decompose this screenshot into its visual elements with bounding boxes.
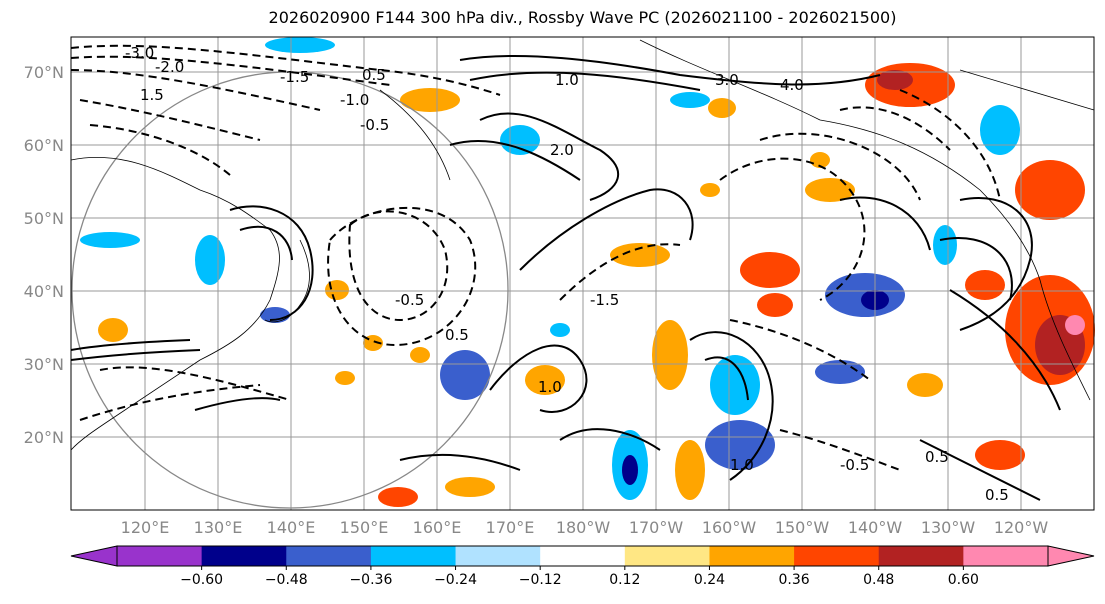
- colorbar-segment: [117, 546, 203, 566]
- contour-label: -0.5: [395, 291, 424, 309]
- lon-label: 160°W: [702, 518, 757, 537]
- colorbar-segment: [455, 546, 541, 566]
- lon-label: 140°E: [267, 518, 316, 537]
- lon-label: 130°W: [921, 518, 976, 537]
- negative-contours: [70, 44, 1001, 471]
- contour-label: -1.5: [280, 68, 309, 86]
- latitude-labels: 70°N 60°N 50°N 40°N 30°N 20°N: [24, 63, 64, 447]
- colorbar-tick-label: −0.12: [519, 572, 562, 588]
- lat-label: 40°N: [24, 282, 64, 301]
- contour-label: 2.0: [550, 141, 574, 159]
- colorbar-segment: [709, 546, 795, 566]
- colorbar-segment: [878, 546, 964, 566]
- contour-label: 1.0: [555, 71, 579, 89]
- contour-label: 1.0: [538, 378, 562, 396]
- colorbar-tick-label: −0.24: [434, 572, 477, 588]
- region-circle: [71, 71, 509, 509]
- lon-label: 150°W: [775, 518, 830, 537]
- lat-label: 60°N: [24, 136, 64, 155]
- colorbar-segments: [116, 545, 1049, 567]
- lat-label: 50°N: [24, 209, 64, 228]
- lon-label: 120°E: [121, 518, 170, 537]
- colorbar-ticks: −0.60 −0.48 −0.36 −0.24 −0.12 0.12 0.24 0.36 0.4…: [180, 566, 979, 588]
- colorbar-segment: [540, 546, 626, 566]
- lon-label: 170°E: [486, 518, 535, 537]
- longitude-labels: 120°E 130°E 140°E 150°E 160°E 170°E 180°…: [121, 518, 1049, 537]
- lat-label: 70°N: [24, 63, 64, 82]
- lon-label: 180°W: [556, 518, 611, 537]
- contour-label: -1.0: [340, 91, 369, 109]
- contour-labels: -3.0 -2.0 -1.5 -1.0 -0.5 0.5 1.0 1.5 2.0…: [125, 44, 1009, 504]
- contour-label: 0.5: [985, 486, 1009, 504]
- lat-label: 30°N: [24, 355, 64, 374]
- contour-label: -1.5: [590, 291, 619, 309]
- contour-label: 0.5: [445, 326, 469, 344]
- colorbar-tick-label: −0.60: [180, 572, 223, 588]
- colorbar-segment: [794, 546, 880, 566]
- positive-contours: [70, 54, 1061, 501]
- map-frame: [70, 36, 1095, 511]
- contour-label: -0.5: [360, 116, 389, 134]
- colorbar-tick-label: 0.48: [863, 572, 894, 588]
- contour-label: 0.5: [925, 448, 949, 466]
- colorbar-segment: [624, 546, 710, 566]
- contour-label: -0.5: [840, 456, 869, 474]
- colorbar-segment: [370, 546, 457, 566]
- lon-label: 140°W: [848, 518, 903, 537]
- contour-label: 1.0: [730, 456, 754, 474]
- colorbar-segment: [963, 546, 1049, 566]
- lon-label: 130°E: [194, 518, 243, 537]
- contour-label: -2.0: [155, 58, 184, 76]
- lon-label: 160°E: [413, 518, 462, 537]
- lat-label: 20°N: [24, 428, 64, 447]
- colorbar-tick-label: −0.36: [349, 572, 392, 588]
- map-title: 2026020900 F144 300 hPa div., Rossby Wav…: [268, 8, 897, 27]
- lon-label: 170°W: [629, 518, 684, 537]
- contour-label: 3.0: [715, 71, 739, 89]
- colorbar-tick-label: 0.12: [609, 572, 640, 588]
- colorbar-segment: [201, 546, 287, 566]
- colorbar: −0.60 −0.48 −0.36 −0.24 −0.12 0.12 0.24 0.36 0.4…: [70, 545, 1095, 588]
- colorbar-left-extension: [70, 545, 118, 567]
- lon-label: 150°E: [340, 518, 389, 537]
- contour-label: 1.5: [140, 86, 164, 104]
- colorbar-tick-label: 0.36: [779, 572, 810, 588]
- colorbar-tick-label: 0.24: [694, 572, 725, 588]
- contour-label: 0.5: [362, 66, 386, 84]
- graticule: [71, 37, 1094, 510]
- colorbar-segment: [286, 546, 372, 566]
- coastlines: [70, 39, 1095, 451]
- colorbar-right-extension: [1047, 545, 1095, 567]
- colorbar-tick-label: 0.60: [948, 572, 979, 588]
- contour-label: 4.0: [780, 76, 804, 94]
- colorbar-tick-label: −0.48: [265, 572, 308, 588]
- lon-label: 120°W: [994, 518, 1049, 537]
- divergence-shading: [80, 37, 1095, 507]
- contour-label: -3.0: [125, 44, 154, 62]
